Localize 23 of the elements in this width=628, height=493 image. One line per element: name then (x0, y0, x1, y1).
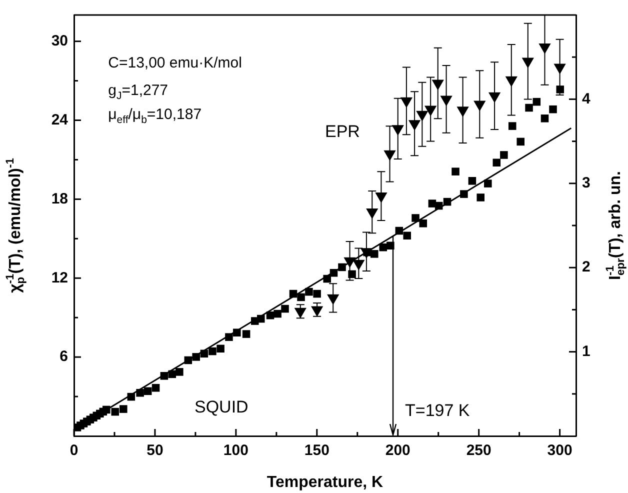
x-tick-label: 200 (385, 442, 410, 460)
y-tick-label: 6 (60, 348, 68, 366)
y-axis-title: χp-1(T), (emu/mol)-1 (4, 158, 27, 293)
y-tick-label: 24 (51, 111, 69, 128)
y-tick-label: 30 (51, 32, 68, 50)
series-label: SQUID (194, 398, 248, 417)
y2-tick-label: 3 (582, 174, 590, 192)
ref-line-label: T=197 K (405, 401, 470, 420)
x-axis-title: Temperature, K (266, 474, 384, 491)
y2-tick-label: 4 (582, 90, 591, 108)
y2-axis-title: Iepr-1(T), arb. un. (604, 171, 627, 280)
x-tick-label: 150 (304, 442, 330, 460)
y-tick-label: 12 (51, 269, 68, 286)
x-tick-label: 300 (547, 442, 572, 460)
x-tick-label: 50 (146, 442, 164, 460)
x-tick-label: 250 (466, 442, 492, 460)
x-tick-label: 0 (70, 442, 78, 460)
x-tick-label: 100 (223, 442, 248, 460)
y2-tick-label: 1 (582, 342, 590, 360)
y2-tick-label: 2 (582, 258, 590, 276)
annotation: C=13,00 emu·K/mol (108, 54, 242, 72)
series-label: EPR (325, 122, 360, 141)
y-tick-label: 18 (51, 190, 68, 208)
